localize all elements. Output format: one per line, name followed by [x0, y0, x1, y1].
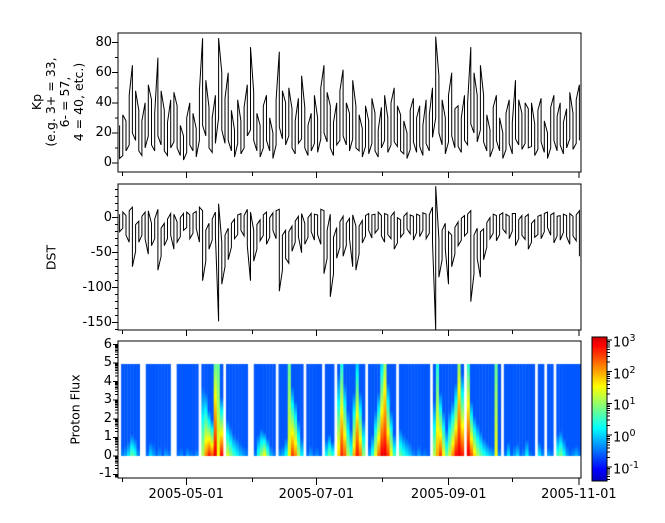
- dst-ytick-label: -100: [82, 279, 112, 295]
- kp-ytick-label: 20: [95, 124, 112, 140]
- kp-ytick-label: 0: [103, 154, 112, 170]
- kp-ytick-label: 60: [95, 64, 112, 80]
- dst-ytick-label: -50: [90, 244, 112, 260]
- proton-flux-heatmap: [118, 341, 581, 478]
- proton-flux-ytick-label: 3: [103, 392, 112, 408]
- date-tick-label: 2005-05-01: [148, 487, 225, 502]
- colorbar-tick-label: 100: [613, 428, 636, 446]
- colorbar-tick-label: 10-1: [613, 460, 640, 478]
- dst-axis-label: DST: [43, 244, 59, 271]
- dst-ytick-label: -150: [82, 314, 112, 330]
- date-tick-label: 2005-07-01: [278, 487, 355, 502]
- colorbar-gradient: [592, 337, 607, 481]
- kp-ytick-label: 40: [95, 94, 112, 110]
- colorbar-tick-label: 103: [613, 332, 636, 351]
- proton-flux-ytick-label: 6: [103, 336, 112, 352]
- dst-ytick-label: 0: [103, 209, 112, 225]
- kp-ytick-label: 80: [95, 34, 112, 50]
- proton-flux-ytick-label: 1: [103, 429, 112, 445]
- kp-axis-label-line2: (e.g. 3+ = 33,: [43, 57, 58, 147]
- date-tick-label: 2005-11-01: [541, 487, 617, 502]
- date-tick-label: 2005-09-01: [410, 487, 487, 502]
- proton-flux-ytick-label: 4: [103, 373, 112, 389]
- kp-axis-label-line1: Kp: [29, 93, 44, 111]
- colorbar-tick-label: 101: [613, 396, 636, 414]
- colorbar-tick-label: 102: [613, 364, 636, 382]
- proton-flux-ytick-label: 5: [103, 355, 112, 371]
- proton-flux-ytick-label: 2: [103, 410, 112, 426]
- proton-flux-ytick-label: 0: [103, 447, 112, 463]
- proton-flux-ytick-label: -1: [99, 466, 112, 482]
